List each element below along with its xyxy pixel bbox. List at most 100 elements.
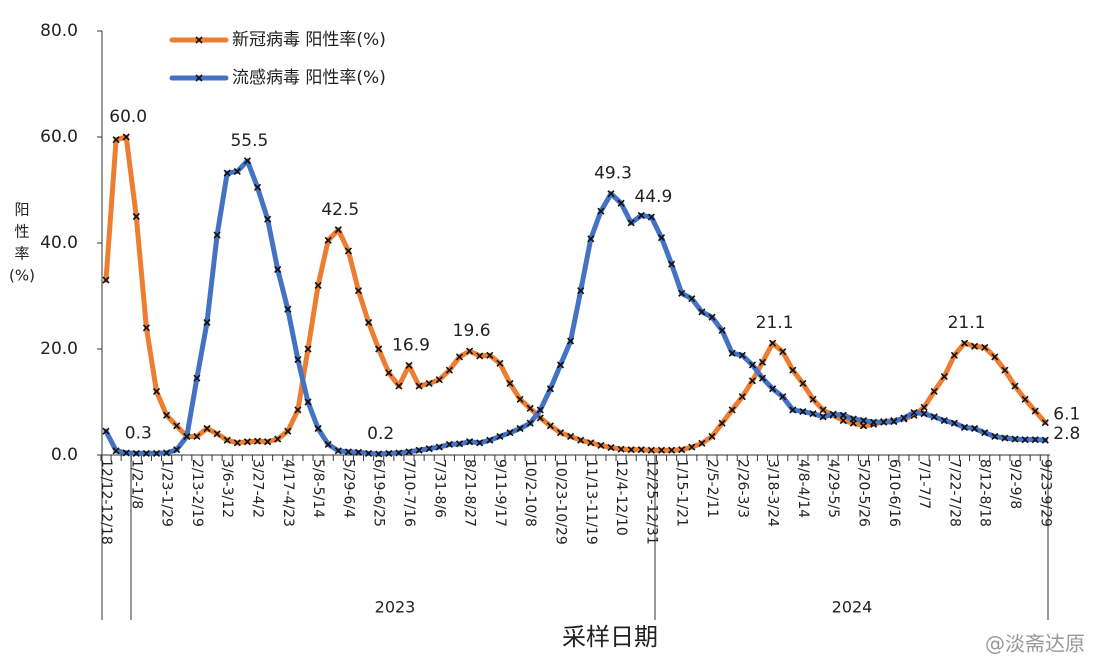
data-point bbox=[365, 449, 373, 457]
data-point bbox=[637, 211, 645, 220]
data-point bbox=[213, 231, 221, 239]
series-line bbox=[103, 134, 1048, 453]
data-point bbox=[819, 406, 827, 414]
data-point bbox=[223, 169, 231, 177]
x-tick-label: 9/2-9/8 bbox=[1007, 459, 1023, 509]
data-label: 6.1 bbox=[1053, 405, 1080, 425]
data-point bbox=[668, 260, 676, 268]
data-point bbox=[1001, 366, 1009, 374]
data-point bbox=[718, 419, 726, 427]
data-point bbox=[425, 445, 433, 453]
data-point bbox=[647, 446, 655, 454]
data-point bbox=[102, 427, 110, 435]
data-point bbox=[748, 361, 756, 369]
data-point bbox=[334, 226, 342, 234]
data-point bbox=[526, 419, 534, 427]
data-point bbox=[738, 351, 746, 359]
x-axis-label: 采样日期 bbox=[562, 623, 658, 651]
data-point bbox=[375, 450, 383, 458]
x-tick-label: 1/2-1/8 bbox=[128, 459, 144, 509]
data-point bbox=[506, 429, 514, 437]
data-point bbox=[789, 406, 797, 414]
data-label: 55.5 bbox=[230, 131, 268, 151]
data-point bbox=[304, 398, 312, 406]
data-point bbox=[1041, 419, 1049, 427]
data-point bbox=[971, 342, 979, 350]
data-point bbox=[1011, 435, 1019, 443]
data-point bbox=[1011, 382, 1019, 390]
data-point bbox=[870, 418, 878, 426]
legend-marker bbox=[195, 74, 203, 82]
data-point bbox=[496, 359, 504, 367]
series-line bbox=[103, 158, 1048, 457]
x-tick-label: 4/8-4/14 bbox=[795, 459, 811, 518]
data-point bbox=[274, 265, 282, 274]
data-point bbox=[476, 439, 484, 447]
data-point bbox=[809, 410, 817, 418]
data-point bbox=[960, 339, 969, 347]
data-point bbox=[849, 415, 857, 423]
data-point bbox=[708, 313, 716, 321]
data-point bbox=[435, 376, 443, 384]
data-point bbox=[243, 157, 251, 165]
x-tick-label: 11/13-11/19 bbox=[583, 459, 599, 545]
data-point bbox=[597, 207, 605, 215]
data-point bbox=[657, 234, 666, 242]
data-point bbox=[769, 339, 777, 347]
data-point bbox=[112, 447, 120, 455]
data-point bbox=[859, 416, 868, 425]
data-point bbox=[1021, 395, 1029, 403]
data-point bbox=[809, 395, 817, 403]
x-tick-label: 8/21-8/27 bbox=[462, 459, 478, 527]
data-point bbox=[738, 393, 746, 401]
x-tick-label: 4/29-5/5 bbox=[825, 459, 841, 518]
data-point bbox=[950, 351, 958, 359]
y-tick-label: 60.0 bbox=[40, 127, 78, 147]
data-point bbox=[627, 219, 635, 227]
data-point bbox=[173, 446, 181, 454]
data-point bbox=[940, 372, 948, 381]
data-point bbox=[981, 429, 989, 437]
data-point bbox=[657, 446, 666, 454]
data-point bbox=[163, 449, 171, 457]
x-tick-label: 8/12-8/18 bbox=[977, 459, 993, 527]
data-point bbox=[728, 406, 736, 414]
data-point bbox=[163, 411, 171, 419]
data-point bbox=[284, 305, 292, 313]
data-point bbox=[274, 435, 282, 443]
data-point bbox=[183, 432, 191, 441]
data-point bbox=[445, 440, 453, 448]
data-point bbox=[223, 436, 231, 444]
data-point bbox=[233, 167, 241, 176]
x-tick-label: 12/4-12/10 bbox=[613, 459, 629, 536]
data-point bbox=[607, 444, 615, 452]
y-axis-label: 阳 bbox=[14, 201, 29, 219]
x-tick-label: 9/23-9/29 bbox=[1037, 459, 1053, 527]
data-point bbox=[435, 443, 443, 451]
data-point bbox=[728, 349, 736, 357]
data-point bbox=[284, 427, 292, 435]
data-point bbox=[122, 449, 130, 457]
data-point bbox=[173, 422, 181, 430]
watermark: @淡斋达原 bbox=[985, 632, 1085, 656]
data-point bbox=[981, 343, 989, 351]
data-point bbox=[385, 369, 393, 377]
data-point bbox=[960, 423, 969, 432]
data-point bbox=[758, 358, 767, 366]
data-point bbox=[415, 382, 423, 390]
data-point bbox=[486, 351, 494, 359]
x-tick-label: 12/25-12/31 bbox=[643, 459, 659, 545]
data-point bbox=[567, 337, 575, 345]
data-point bbox=[748, 377, 756, 385]
data-point bbox=[203, 424, 211, 433]
x-tick-label: 10/23-10/29 bbox=[553, 459, 569, 545]
data-label: 0.3 bbox=[125, 423, 152, 443]
data-label: 49.3 bbox=[594, 164, 632, 184]
data-point bbox=[556, 429, 565, 437]
y-axis-label: 率 bbox=[14, 245, 29, 263]
x-group-label: 2024 bbox=[832, 598, 873, 617]
data-point bbox=[425, 379, 433, 388]
data-point bbox=[698, 439, 706, 447]
x-tick-label: 5/29-6/4 bbox=[340, 459, 356, 518]
